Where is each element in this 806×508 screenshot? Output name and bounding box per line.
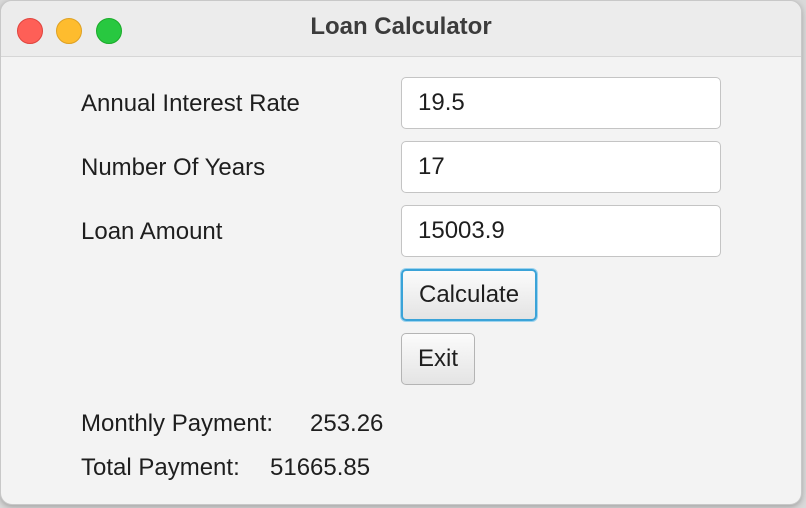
interest-rate-input[interactable] bbox=[401, 77, 721, 129]
number-of-years-label: Number Of Years bbox=[81, 154, 266, 181]
number-of-years-input[interactable] bbox=[401, 141, 721, 193]
loan-amount-input[interactable] bbox=[401, 205, 721, 257]
total-payment-label: Total Payment: bbox=[81, 454, 240, 481]
title-bar: Loan Calculator bbox=[1, 1, 801, 57]
window-title: Loan Calculator bbox=[310, 13, 492, 40]
loan-amount-label: Loan Amount bbox=[81, 218, 223, 245]
total-payment-value: 51665.85 bbox=[270, 454, 371, 481]
minimize-window-icon[interactable] bbox=[56, 18, 82, 44]
monthly-payment-value: 253.26 bbox=[310, 410, 384, 437]
exit-button[interactable]: Exit bbox=[401, 333, 476, 385]
calculate-button[interactable]: Calculate bbox=[401, 269, 538, 321]
close-window-icon[interactable] bbox=[17, 18, 43, 44]
monthly-payment-label: Monthly Payment: bbox=[81, 410, 274, 437]
interest-rate-label: Annual Interest Rate bbox=[81, 90, 300, 117]
zoom-window-icon[interactable] bbox=[96, 18, 122, 44]
